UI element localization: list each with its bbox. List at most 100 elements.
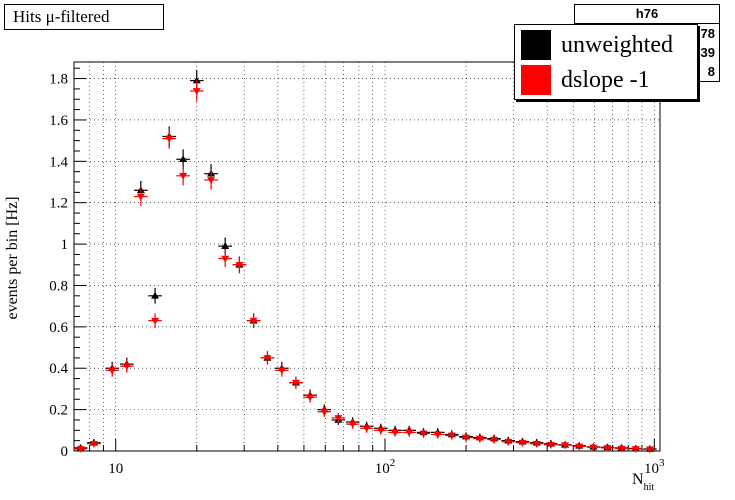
plot-frame xyxy=(73,61,661,452)
data-point-dslope xyxy=(487,435,501,444)
y-tick-label: 1.6 xyxy=(49,113,68,129)
y-tick-label: 1.8 xyxy=(49,72,68,88)
y-tick-label: 0.6 xyxy=(49,320,68,336)
legend-swatch xyxy=(521,65,551,95)
data-point-dslope xyxy=(459,433,473,442)
marker-triangle-down xyxy=(108,367,117,375)
y-tick-label: 1 xyxy=(61,237,69,253)
marker-triangle-down xyxy=(405,429,414,437)
x-axis-label: Nhit xyxy=(632,471,654,493)
data-point-unweighted xyxy=(176,149,190,170)
data-point-dslope xyxy=(643,446,657,454)
marker-triangle-down xyxy=(235,261,244,269)
y-tick-label: 1.4 xyxy=(49,154,68,170)
data-point-dslope xyxy=(473,434,487,443)
legend-swatch xyxy=(521,30,551,60)
y-tick-label: 0.8 xyxy=(49,278,68,294)
y-tick-label: 0.4 xyxy=(49,361,68,377)
data-point-unweighted xyxy=(148,287,162,304)
y-tick-label: 0.2 xyxy=(49,403,68,419)
y-tick-label: 1.2 xyxy=(49,196,68,212)
data-point-dslope xyxy=(246,313,261,329)
marker-triangle-down xyxy=(306,394,315,402)
data-point-dslope xyxy=(176,166,190,186)
data-point-dslope xyxy=(430,430,445,439)
marker-triangle-down xyxy=(447,432,456,440)
marker-triangle-down xyxy=(165,135,174,143)
data-point-dslope xyxy=(359,423,374,433)
marker-triangle-down xyxy=(192,88,201,95)
data-point-dslope xyxy=(148,313,162,329)
marker-triangle-down xyxy=(249,317,258,325)
data-point-dslope xyxy=(416,429,431,438)
marker-triangle-down xyxy=(462,434,471,442)
marker-triangle-down xyxy=(433,431,442,439)
stats-name: h76 xyxy=(575,5,719,24)
marker-triangle-down xyxy=(207,177,216,184)
legend-entry-dslope: dslope -1 xyxy=(521,65,650,95)
data-point-dslope xyxy=(120,359,134,373)
y-tick-label: 0 xyxy=(61,444,69,460)
data-point-dslope xyxy=(544,441,558,449)
marker-triangle-down xyxy=(291,379,300,387)
marker-triangle-down xyxy=(89,440,98,448)
legend-entry-unweighted: unweighted xyxy=(521,30,673,60)
data-point-dslope xyxy=(600,444,615,452)
x-tick-label: 10 xyxy=(108,461,123,477)
data-point-dslope xyxy=(162,128,177,149)
data-point-dslope xyxy=(317,406,332,417)
data-point-dslope xyxy=(189,80,204,102)
data-point-dslope xyxy=(260,351,275,365)
data-point-dslope xyxy=(303,391,317,403)
data-point-dslope xyxy=(572,443,586,451)
marker-triangle-down xyxy=(617,445,626,453)
data-point-dslope xyxy=(331,412,346,423)
data-point-dslope xyxy=(515,438,530,447)
stats-row: 78 xyxy=(700,26,715,41)
data-point-dslope xyxy=(374,425,388,435)
legend-label: dslope -1 xyxy=(561,66,650,93)
marker-triangle-down xyxy=(348,421,357,429)
data-point-dslope xyxy=(73,445,88,453)
marker-triangle-down xyxy=(532,440,541,448)
data-point-dslope xyxy=(586,443,601,452)
marker-triangle-down xyxy=(518,439,527,447)
data-point-dslope xyxy=(628,445,643,453)
marker-triangle-down xyxy=(631,446,640,453)
data-point-dslope xyxy=(529,440,544,448)
marker-triangle-down xyxy=(76,446,85,453)
data-point-dslope xyxy=(402,428,417,437)
data-points xyxy=(73,69,657,454)
marker-triangle-up xyxy=(151,291,160,299)
data-point-dslope xyxy=(134,187,148,206)
marker-triangle-down xyxy=(575,443,584,451)
marker-triangle-down xyxy=(334,415,343,422)
marker-triangle-down xyxy=(645,446,654,454)
marker-triangle-down xyxy=(179,173,188,180)
marker-triangle-down xyxy=(221,255,230,263)
marker-triangle-down xyxy=(151,317,160,325)
grid xyxy=(73,62,660,452)
axes: 0 0.2 0.4 0.6 0.8 1 1.2 1.4 1.6 1.8 10 102 103 xyxy=(49,67,665,477)
stats-row: 8 xyxy=(707,64,715,79)
x-tick-label: 102 xyxy=(375,457,396,477)
marker-triangle-down xyxy=(263,355,272,362)
marker-triangle-down xyxy=(419,430,428,438)
data-point-dslope xyxy=(218,250,233,268)
data-point-dslope xyxy=(232,256,247,274)
data-point-dslope xyxy=(87,440,101,448)
data-point-dslope xyxy=(444,431,459,440)
data-point-dslope xyxy=(204,170,218,190)
marker-triangle-down xyxy=(475,435,484,443)
marker-triangle-up xyxy=(192,76,201,84)
y-axis-label: events per bin [Hz] xyxy=(4,196,21,320)
marker-triangle-down xyxy=(546,441,555,449)
marker-triangle-up xyxy=(179,155,188,163)
marker-triangle-down xyxy=(560,442,569,450)
marker-triangle-down xyxy=(490,436,499,444)
chart-title: Hits μ-filtered xyxy=(4,4,164,30)
data-point-dslope xyxy=(558,441,572,450)
legend-label: unweighted xyxy=(561,31,673,58)
data-point-dslope xyxy=(275,363,289,377)
